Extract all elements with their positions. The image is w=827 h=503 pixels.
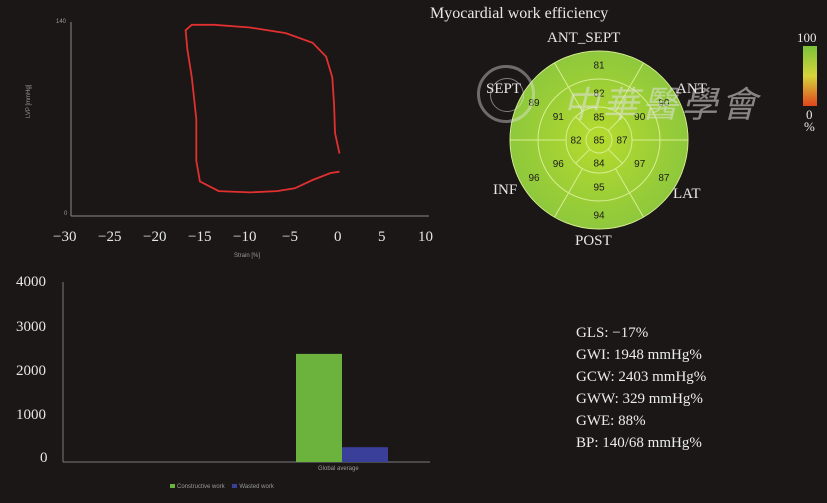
bullseye-segment-value: 82	[570, 136, 582, 147]
watermark-seal-inner	[490, 78, 524, 112]
metric-bp: BP: 140/68 mmHg%	[576, 435, 702, 451]
legend-label-wasted: Wasted work	[239, 484, 274, 490]
colorbar-max-label: 100	[797, 30, 817, 45]
watermark-text: 中 華 醫 學 會	[563, 85, 757, 126]
bullseye-plot: 81 90 87 94 96 89 82 90 97 95 96 91 85 87 84 82 85	[509, 50, 689, 230]
bullseye-segment-value: 95	[593, 183, 605, 194]
bar-legend: Constructive work Wasted work	[170, 484, 274, 490]
legend-swatch-wasted	[232, 484, 238, 489]
bar-constructive-work	[296, 353, 342, 462]
bar-category-label: Global average	[318, 466, 359, 472]
metric-gcw: GCW: 2403 mmHg%	[576, 369, 707, 385]
bullseye-segment-value: 97	[634, 159, 646, 170]
watermark-seal	[477, 65, 535, 123]
loop-y-axis-label: LVP [mmHg]	[26, 84, 32, 118]
bullseye-segment-value: 81	[593, 61, 605, 72]
bullseye-segment-value: 85	[593, 113, 605, 124]
bullseye-ring	[585, 126, 613, 154]
bullseye-segment-lines	[509, 50, 689, 230]
colorbar-min-label: 0	[806, 107, 813, 122]
bullseye-segment-value: 87	[616, 136, 628, 147]
bullseye-segment-value: 91	[553, 112, 565, 123]
bullseye-divider	[575, 148, 591, 164]
bullseye-segment-value: 85	[593, 136, 605, 147]
bar-y-tick: 3000	[16, 319, 46, 335]
loop-x-tick: −20	[143, 229, 167, 245]
metric-gls: GLS: −17%	[576, 325, 649, 341]
bullseye-divider	[615, 62, 644, 112]
metric-gww: GWW: 329 mmHg%	[576, 391, 703, 407]
bullseye-title: Myocardial work efficiency	[430, 5, 609, 22]
bullseye-divider	[554, 168, 583, 218]
bullseye-segment-value: 82	[593, 89, 605, 100]
bullseye-divider	[615, 168, 644, 218]
bullseye-segment-value: 96	[528, 173, 540, 184]
bullseye-segment-value: 90	[658, 98, 670, 109]
metric-gwi: GWI: 1948 mmHg%	[576, 347, 702, 363]
bullseye-divider	[554, 62, 583, 112]
wall-label-post: POST	[575, 233, 612, 249]
loop-x-tick: −30	[53, 229, 77, 245]
legend-label-constructive: Constructive work	[177, 484, 225, 490]
metrics-panel: GLS: −17% GWI: 1948 mmHg% GCW: 2403 mmHg…	[576, 322, 706, 454]
loop-plot	[70, 22, 429, 217]
loop-x-tick: −10	[233, 229, 257, 245]
bar-y-tick: 4000	[16, 274, 46, 290]
bullseye-segment-value: 84	[593, 159, 605, 170]
bar-y-tick: 1000	[16, 407, 46, 423]
bar-y-tick: 2000	[16, 363, 46, 379]
wall-label-lat: LAT	[673, 186, 701, 202]
loop-y-tick: 140	[56, 19, 67, 25]
bullseye-segment-value: 90	[634, 112, 646, 123]
work-bar-chart: 4000 3000 2000 1000 0 Global average Con…	[0, 262, 430, 498]
bullseye-segment-value: 96	[553, 159, 565, 170]
loop-x-tick: −5	[282, 229, 298, 245]
wall-label-ant: ANT	[676, 81, 707, 97]
colorbar	[803, 46, 817, 106]
bar-plot	[62, 282, 430, 463]
metric-gwe: GWE: 88%	[576, 413, 646, 429]
pressure-strain-loop-chart: −30 −25 −20 −15 −10 −5 0 5 10 140 0 Stra…	[0, 0, 440, 262]
colorbar-unit: %	[804, 119, 815, 134]
bar-y-tick: 0	[40, 450, 48, 466]
loop-x-tick: 0	[334, 229, 342, 245]
bullseye-values: 81 90 87 94 96 89 82 90 97 95 96 91 85 87 84 82 85	[528, 61, 669, 222]
bullseye-divider	[607, 116, 623, 132]
bullseye-segment-value: 89	[528, 98, 540, 109]
loop-x-tick: −25	[98, 229, 122, 245]
wall-label-inf: INF	[493, 182, 518, 198]
loop-x-tick: 5	[378, 229, 386, 245]
legend-swatch-constructive	[170, 484, 175, 489]
wall-label-ant-sept: ANT_SEPT	[547, 30, 621, 46]
loop-x-tick: −15	[188, 229, 212, 245]
bullseye-segment-value: 87	[658, 173, 670, 184]
loop-x-axis-label: Strain [%]	[234, 253, 261, 259]
pressure-strain-loop-line	[184, 23, 341, 194]
bullseye-divider	[575, 116, 591, 132]
bullseye-divider	[607, 148, 623, 164]
loop-x-tick: 10	[418, 229, 433, 245]
bullseye-segment-value: 94	[593, 211, 605, 222]
bar-wasted-work	[342, 447, 388, 462]
loop-y-tick: 0	[64, 211, 68, 217]
